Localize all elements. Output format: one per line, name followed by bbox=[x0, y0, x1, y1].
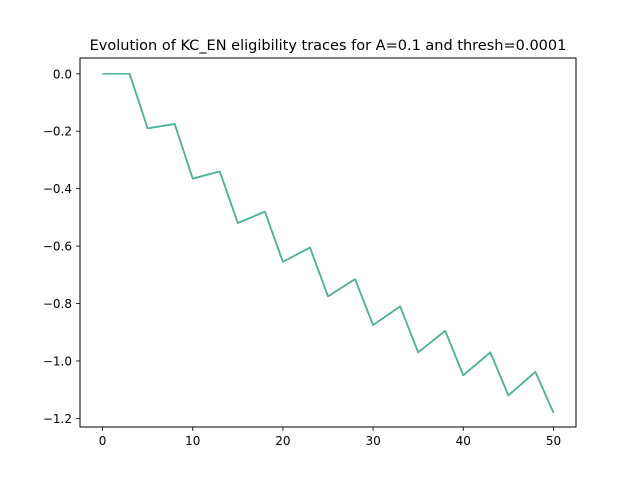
x-tick-label: 10 bbox=[185, 434, 200, 448]
x-tick-label: 30 bbox=[365, 434, 380, 448]
plot-frame bbox=[79, 57, 577, 428]
y-tick-label: −0.6 bbox=[43, 240, 72, 254]
x-tick-label: 50 bbox=[546, 434, 561, 448]
chart-title: Evolution of KC_EN eligibility traces fo… bbox=[90, 38, 567, 54]
y-tick-label: 0.0 bbox=[53, 67, 72, 81]
x-tick-label: 0 bbox=[99, 434, 107, 448]
y-tick-label: −1.2 bbox=[43, 412, 72, 426]
x-tick-label: 20 bbox=[275, 434, 290, 448]
series-layer bbox=[102, 73, 555, 413]
y-tick-label: −0.4 bbox=[43, 182, 72, 196]
y-axis: 0.0 −0.2 −0.4 −0.6 −0.8 −1.0 −1.2 bbox=[43, 67, 80, 426]
series-line-5 bbox=[102, 73, 555, 413]
y-tick-label: −1.0 bbox=[43, 354, 72, 368]
y-tick-label: −0.8 bbox=[43, 297, 72, 311]
x-axis: 0 10 20 30 40 50 bbox=[99, 427, 561, 448]
y-tick-label: −0.2 bbox=[43, 125, 72, 139]
x-tick-label: 40 bbox=[456, 434, 471, 448]
